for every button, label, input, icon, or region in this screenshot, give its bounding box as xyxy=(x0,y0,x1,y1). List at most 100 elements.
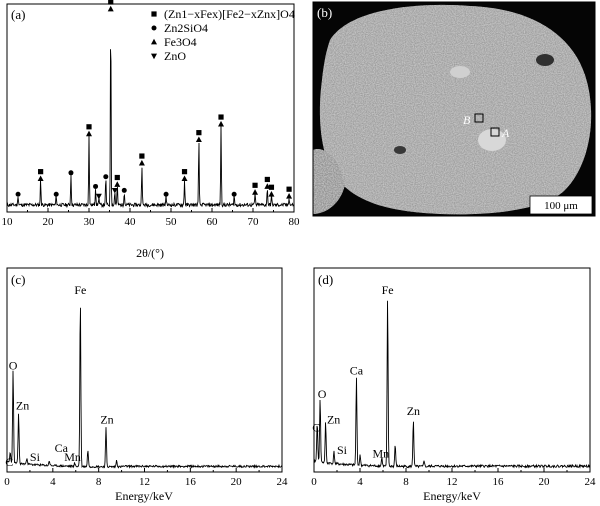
xrd-peak-marker xyxy=(108,0,114,5)
eds-d-peak-label: Ca xyxy=(350,364,364,378)
xrd-peak-marker xyxy=(268,191,275,197)
x-tick-label: 20 xyxy=(231,476,243,488)
xrd-peak-marker xyxy=(231,191,237,197)
panel-label-c: (c) xyxy=(11,272,25,287)
scale-bar-label: 100 μm xyxy=(544,200,578,212)
eds-c-peak-label: O xyxy=(9,359,18,373)
x-tick-label: 24 xyxy=(585,476,597,488)
eds-c-peak-label: Si xyxy=(30,450,41,464)
xrd-peak-marker xyxy=(15,191,21,197)
eds-d-peak-label: Fe xyxy=(382,283,394,297)
sem-point-b-label: B xyxy=(463,113,471,127)
xrd-peak-marker xyxy=(86,124,92,130)
x-tick-label: 0 xyxy=(311,476,317,488)
scale-bar-box xyxy=(529,195,593,215)
xrd-peak-marker xyxy=(121,187,127,193)
xrd-peak-markers xyxy=(15,0,293,200)
eds-c-peak-label: Zn xyxy=(100,412,113,426)
eds-c-x-axis-title: Energy/keV xyxy=(115,489,173,503)
xrd-peak-marker xyxy=(38,169,44,175)
sem-particle-texture xyxy=(319,4,592,215)
legend-entry: Zn2SiO4 xyxy=(164,21,208,35)
x-tick-label: 4 xyxy=(357,476,363,488)
xrd-peak-marker xyxy=(218,114,224,120)
x-tick-label: 24 xyxy=(277,476,289,488)
xrd-pattern xyxy=(6,49,295,209)
xrd-panel: (a) 10 20 30 40 50 60 70 80 (Zn1−xFex)[Fe2−xZnx… xyxy=(2,0,301,260)
x-tick-label: 50 xyxy=(166,216,178,228)
xrd-peak-marker xyxy=(181,169,188,175)
sem-point-b-box xyxy=(474,113,484,123)
xrd-peak-marker xyxy=(196,130,202,136)
xrd-x-axis-title: 2θ/(°) xyxy=(136,246,164,260)
xrd-peak-marker xyxy=(286,186,292,192)
legend-entry: Fe3O4 xyxy=(164,35,197,49)
xrd-peak-marker xyxy=(111,187,118,194)
spectrum-trace xyxy=(6,307,283,469)
legend-triangle-down-marker xyxy=(151,53,157,60)
legend-entry: ZnO xyxy=(164,49,186,63)
eds-d-peak-label: Zn xyxy=(327,413,340,427)
legend-square-marker xyxy=(151,11,157,17)
panel-label-d: (d) xyxy=(318,272,333,287)
xrd-peak-marker xyxy=(37,175,44,182)
xrd-peak-marker xyxy=(114,174,120,181)
xrd-peak-marker xyxy=(138,159,145,166)
sem-bright-grain xyxy=(450,66,470,78)
sem-point-a-box xyxy=(490,127,500,137)
xrd-peak-marker xyxy=(103,174,109,180)
xrd-peak-marker xyxy=(53,191,59,197)
spectrum-trace xyxy=(6,49,295,209)
x-tick-label: 16 xyxy=(185,476,197,488)
x-tick-label: 80 xyxy=(289,216,301,228)
eds-c-peak-label: Zn xyxy=(16,399,29,413)
eds-d-spectrum xyxy=(313,300,591,469)
eds-c-plot-frame xyxy=(6,267,283,473)
xrd-peak-marker xyxy=(286,193,293,199)
xrd-peak-marker xyxy=(252,189,259,195)
panel-label-b: (b) xyxy=(317,5,332,20)
x-tick-label: 16 xyxy=(493,476,505,488)
x-tick-label: 0 xyxy=(4,476,10,488)
xrd-peak-marker xyxy=(68,170,74,176)
eds-d-x-axis-title: Energy/keV xyxy=(423,489,481,503)
xrd-x-axis: 10 20 30 40 50 60 70 80 xyxy=(2,208,301,228)
legend-entry: (Zn1−xFex)[Fe2−xZnx]O4 xyxy=(164,7,295,21)
sem-point-a-label: A xyxy=(501,126,510,140)
eds-c-x-axis: 0 4 8 12 16 20 24 xyxy=(4,468,288,488)
sem-dark-pore xyxy=(394,146,406,154)
x-tick-label: 70 xyxy=(248,216,260,228)
x-tick-label: 20 xyxy=(43,216,55,228)
xrd-peak-marker xyxy=(86,130,92,137)
eds-c-peak-label: C xyxy=(5,455,13,469)
eds-d-peak-label: Si xyxy=(337,443,348,457)
x-tick-label: 10 xyxy=(2,216,14,228)
xrd-peak-marker xyxy=(268,184,275,190)
sem-image-frame xyxy=(312,1,596,217)
eds-d-peak-label: C xyxy=(312,421,320,435)
xrd-peak-marker xyxy=(264,176,270,183)
eds-d-peak-label: Mn xyxy=(373,447,390,461)
eds-c-peak-label: Fe xyxy=(74,283,86,297)
eds-c-spectrum xyxy=(6,307,283,469)
sem-fragment-left-texture xyxy=(313,149,345,214)
legend-circle-marker xyxy=(151,25,157,31)
panel-label-a: (a) xyxy=(11,7,25,22)
x-tick-label: 8 xyxy=(403,476,409,488)
xrd-peak-marker xyxy=(95,193,102,200)
eds-c-peak-label: Ca xyxy=(55,441,69,455)
xrd-peak-marker xyxy=(107,5,114,12)
xrd-peak-marker xyxy=(139,153,145,159)
spectrum-trace xyxy=(313,300,591,469)
x-tick-label: 40 xyxy=(125,216,137,228)
xrd-peak-marker xyxy=(195,136,202,143)
x-tick-label: 60 xyxy=(207,216,219,228)
xrd-peak-marker xyxy=(218,120,225,127)
eds-d-peak-label: Zn xyxy=(407,404,420,418)
eds-d-x-axis: 0 4 8 12 16 20 24 xyxy=(311,468,596,488)
x-tick-label: 8 xyxy=(96,476,102,488)
